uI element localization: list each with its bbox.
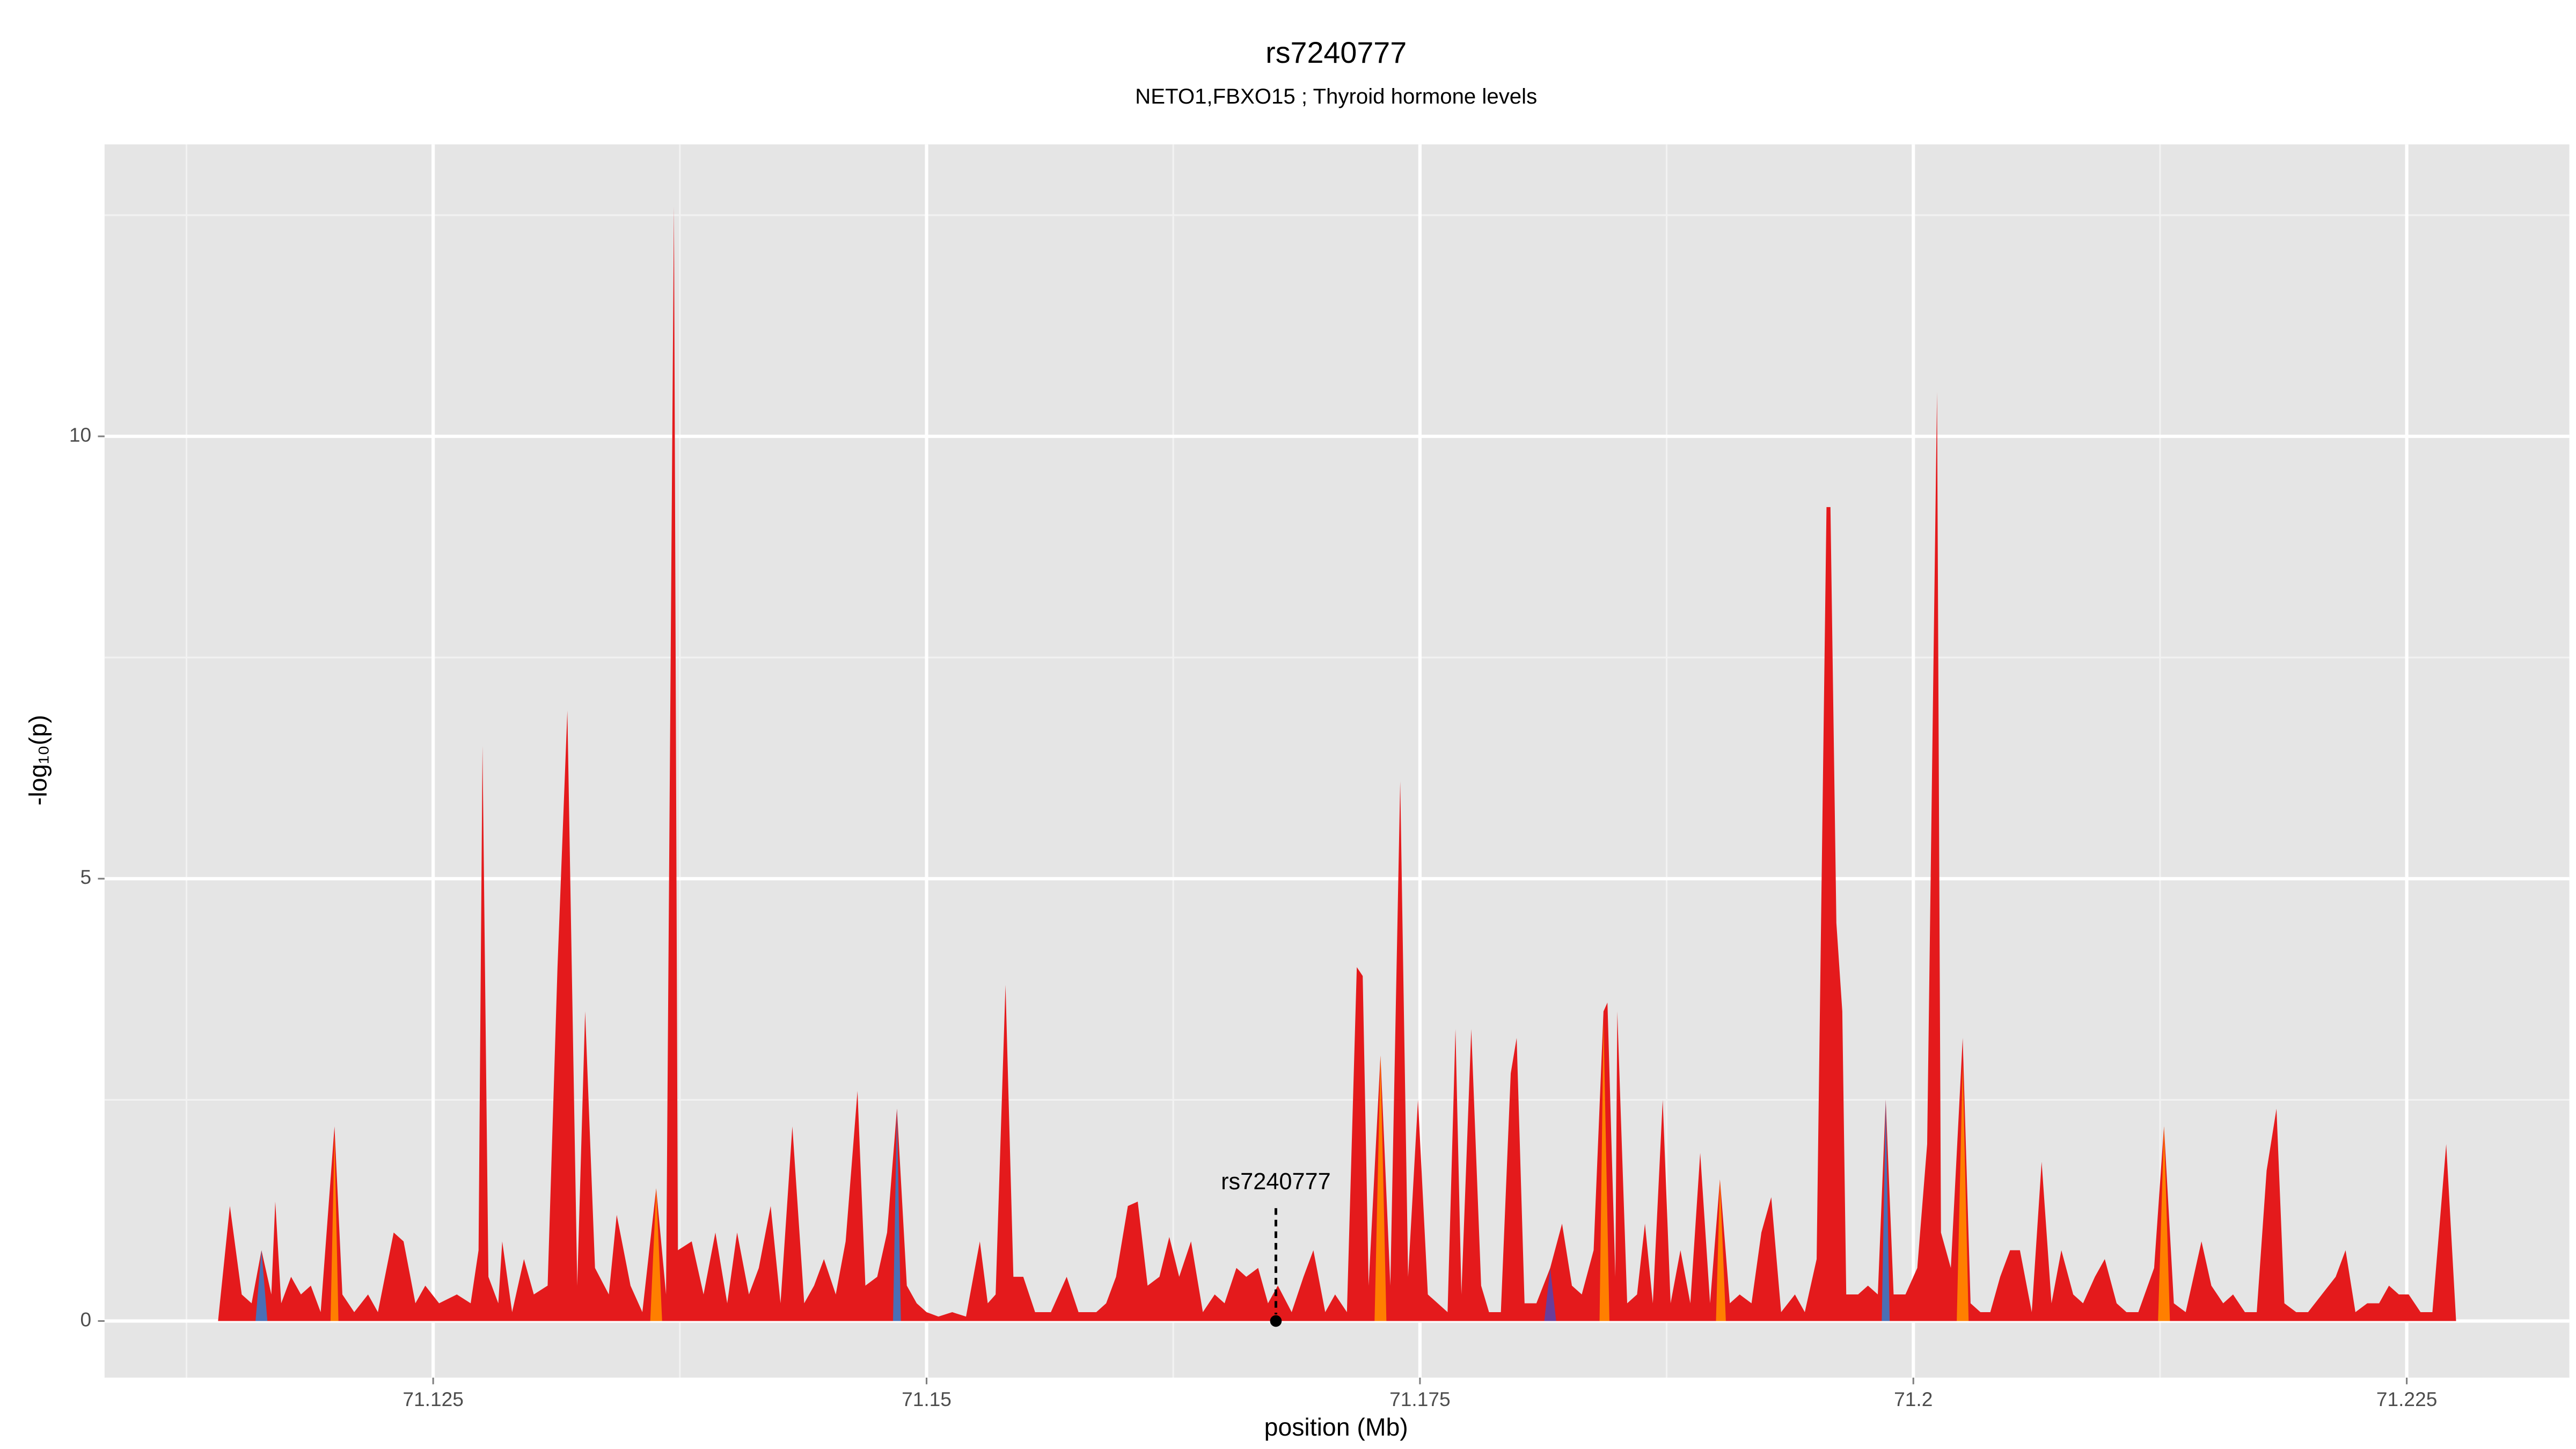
y-axis-title: -log₁₀(p) [24, 715, 52, 806]
y-tick-label: 10 [69, 423, 91, 446]
panel [104, 144, 2570, 1378]
y-tick-label: 5 [80, 866, 91, 888]
area [1544, 1268, 1556, 1321]
snp-label: rs7240777 [1221, 1169, 1331, 1195]
x-tick-label: 71.175 [1389, 1388, 1451, 1410]
x-tick-label: 71.225 [2376, 1388, 2438, 1410]
x-tick-label: 71.125 [402, 1388, 464, 1410]
chart-subtitle: NETO1,FBXO15 ; Thyroid hormone levels [1135, 84, 1537, 108]
x-axis-title: position (Mb) [1264, 1413, 1408, 1441]
x-tick-label: 71.2 [1894, 1388, 1933, 1410]
marks: rs7240777 [218, 206, 2456, 1327]
y-tick-label: 0 [80, 1308, 91, 1330]
chart-title: rs7240777 [1265, 36, 1407, 69]
snp-point [1270, 1315, 1282, 1327]
x-tick-label: 71.15 [902, 1388, 952, 1410]
